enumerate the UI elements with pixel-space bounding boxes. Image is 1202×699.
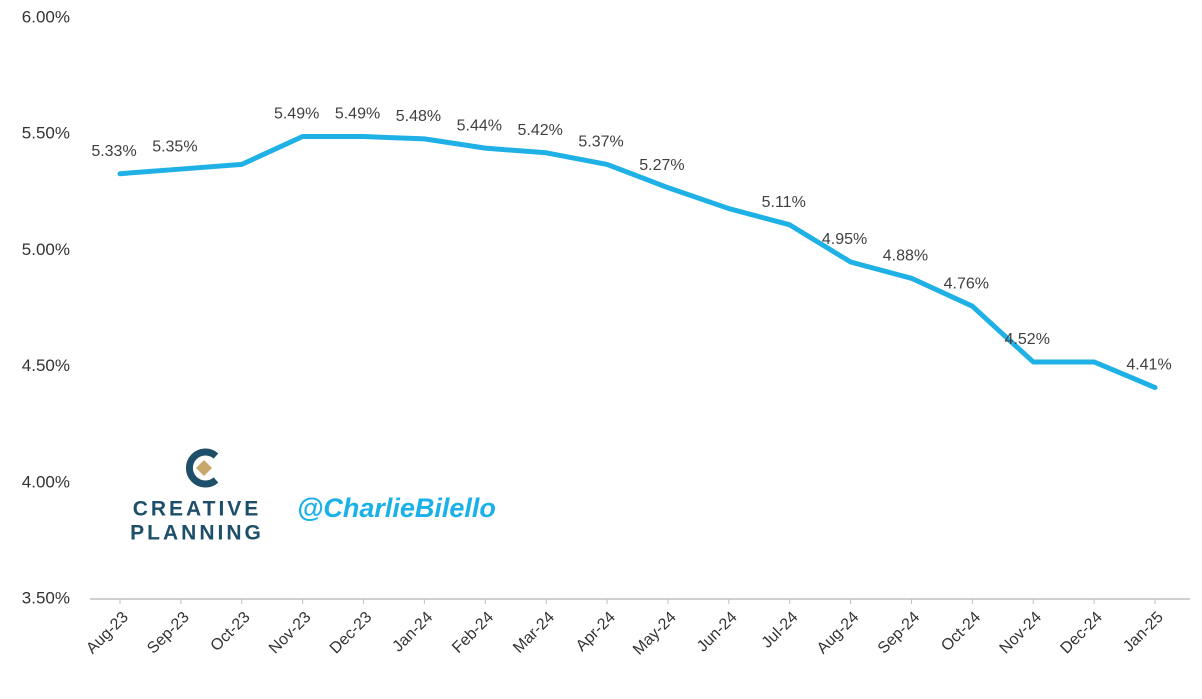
x-tick-label: Mar-24: [510, 609, 558, 657]
x-tick-label: Jan-25: [1120, 609, 1167, 656]
data-label: 4.95%: [822, 231, 867, 248]
logo-arc: [185, 448, 219, 488]
x-tick-label: Feb-24: [449, 609, 497, 657]
x-tick-label: Oct-24: [938, 609, 984, 655]
data-label: 5.37%: [578, 134, 623, 151]
data-label: 5.33%: [91, 143, 136, 160]
x-tick-label: Nov-24: [997, 609, 1046, 658]
x-tick-label: Nov-23: [266, 609, 315, 658]
data-label: 4.41%: [1126, 357, 1171, 374]
x-tick-label: Sep-24: [875, 609, 924, 658]
logo-icon: [185, 448, 219, 488]
y-tick-label: 5.50%: [22, 124, 70, 143]
x-tick-label: Sep-23: [144, 609, 193, 658]
logo-text: PLANNING: [130, 522, 264, 545]
y-tick-label: 6.00%: [22, 7, 70, 26]
data-label: 4.88%: [883, 248, 928, 265]
x-tick-label: Dec-23: [327, 609, 376, 658]
data-label: 5.35%: [152, 138, 197, 155]
x-tick-label: May-24: [630, 609, 680, 659]
line: [117, 134, 1158, 391]
y-tick-label: 3.50%: [22, 588, 70, 607]
x-tick-label: Jan-24: [390, 609, 437, 656]
x-tick-label: Oct-23: [208, 609, 254, 655]
logo-diamond: [196, 460, 212, 476]
x-tick-label: Aug-24: [814, 609, 863, 658]
x-tick-label: Jun-24: [694, 609, 741, 656]
x-tick-label: Dec-24: [1057, 609, 1106, 658]
y-tick-label: 4.00%: [22, 472, 70, 491]
handle: @CharlieBilello: [297, 493, 496, 523]
data-label: 5.11%: [762, 194, 806, 211]
x-tick-label: Apr-24: [573, 609, 619, 655]
data-label: 4.52%: [1005, 331, 1050, 348]
data-label: 5.44%: [457, 117, 502, 134]
x-tick-label: Aug-23: [83, 609, 132, 658]
data-label: 5.48%: [396, 108, 441, 125]
y-tick-label: 5.00%: [22, 240, 70, 259]
data-label: 5.49%: [335, 106, 380, 123]
data-label: 5.42%: [517, 122, 562, 139]
data-label: 4.76%: [944, 275, 989, 292]
y-tick-label: 4.50%: [22, 356, 70, 375]
logo-text: CREATIVE: [133, 498, 262, 521]
data-label: 5.27%: [639, 157, 684, 174]
x-tick-label: Jul-24: [759, 609, 802, 652]
data-label: 5.49%: [274, 106, 319, 123]
